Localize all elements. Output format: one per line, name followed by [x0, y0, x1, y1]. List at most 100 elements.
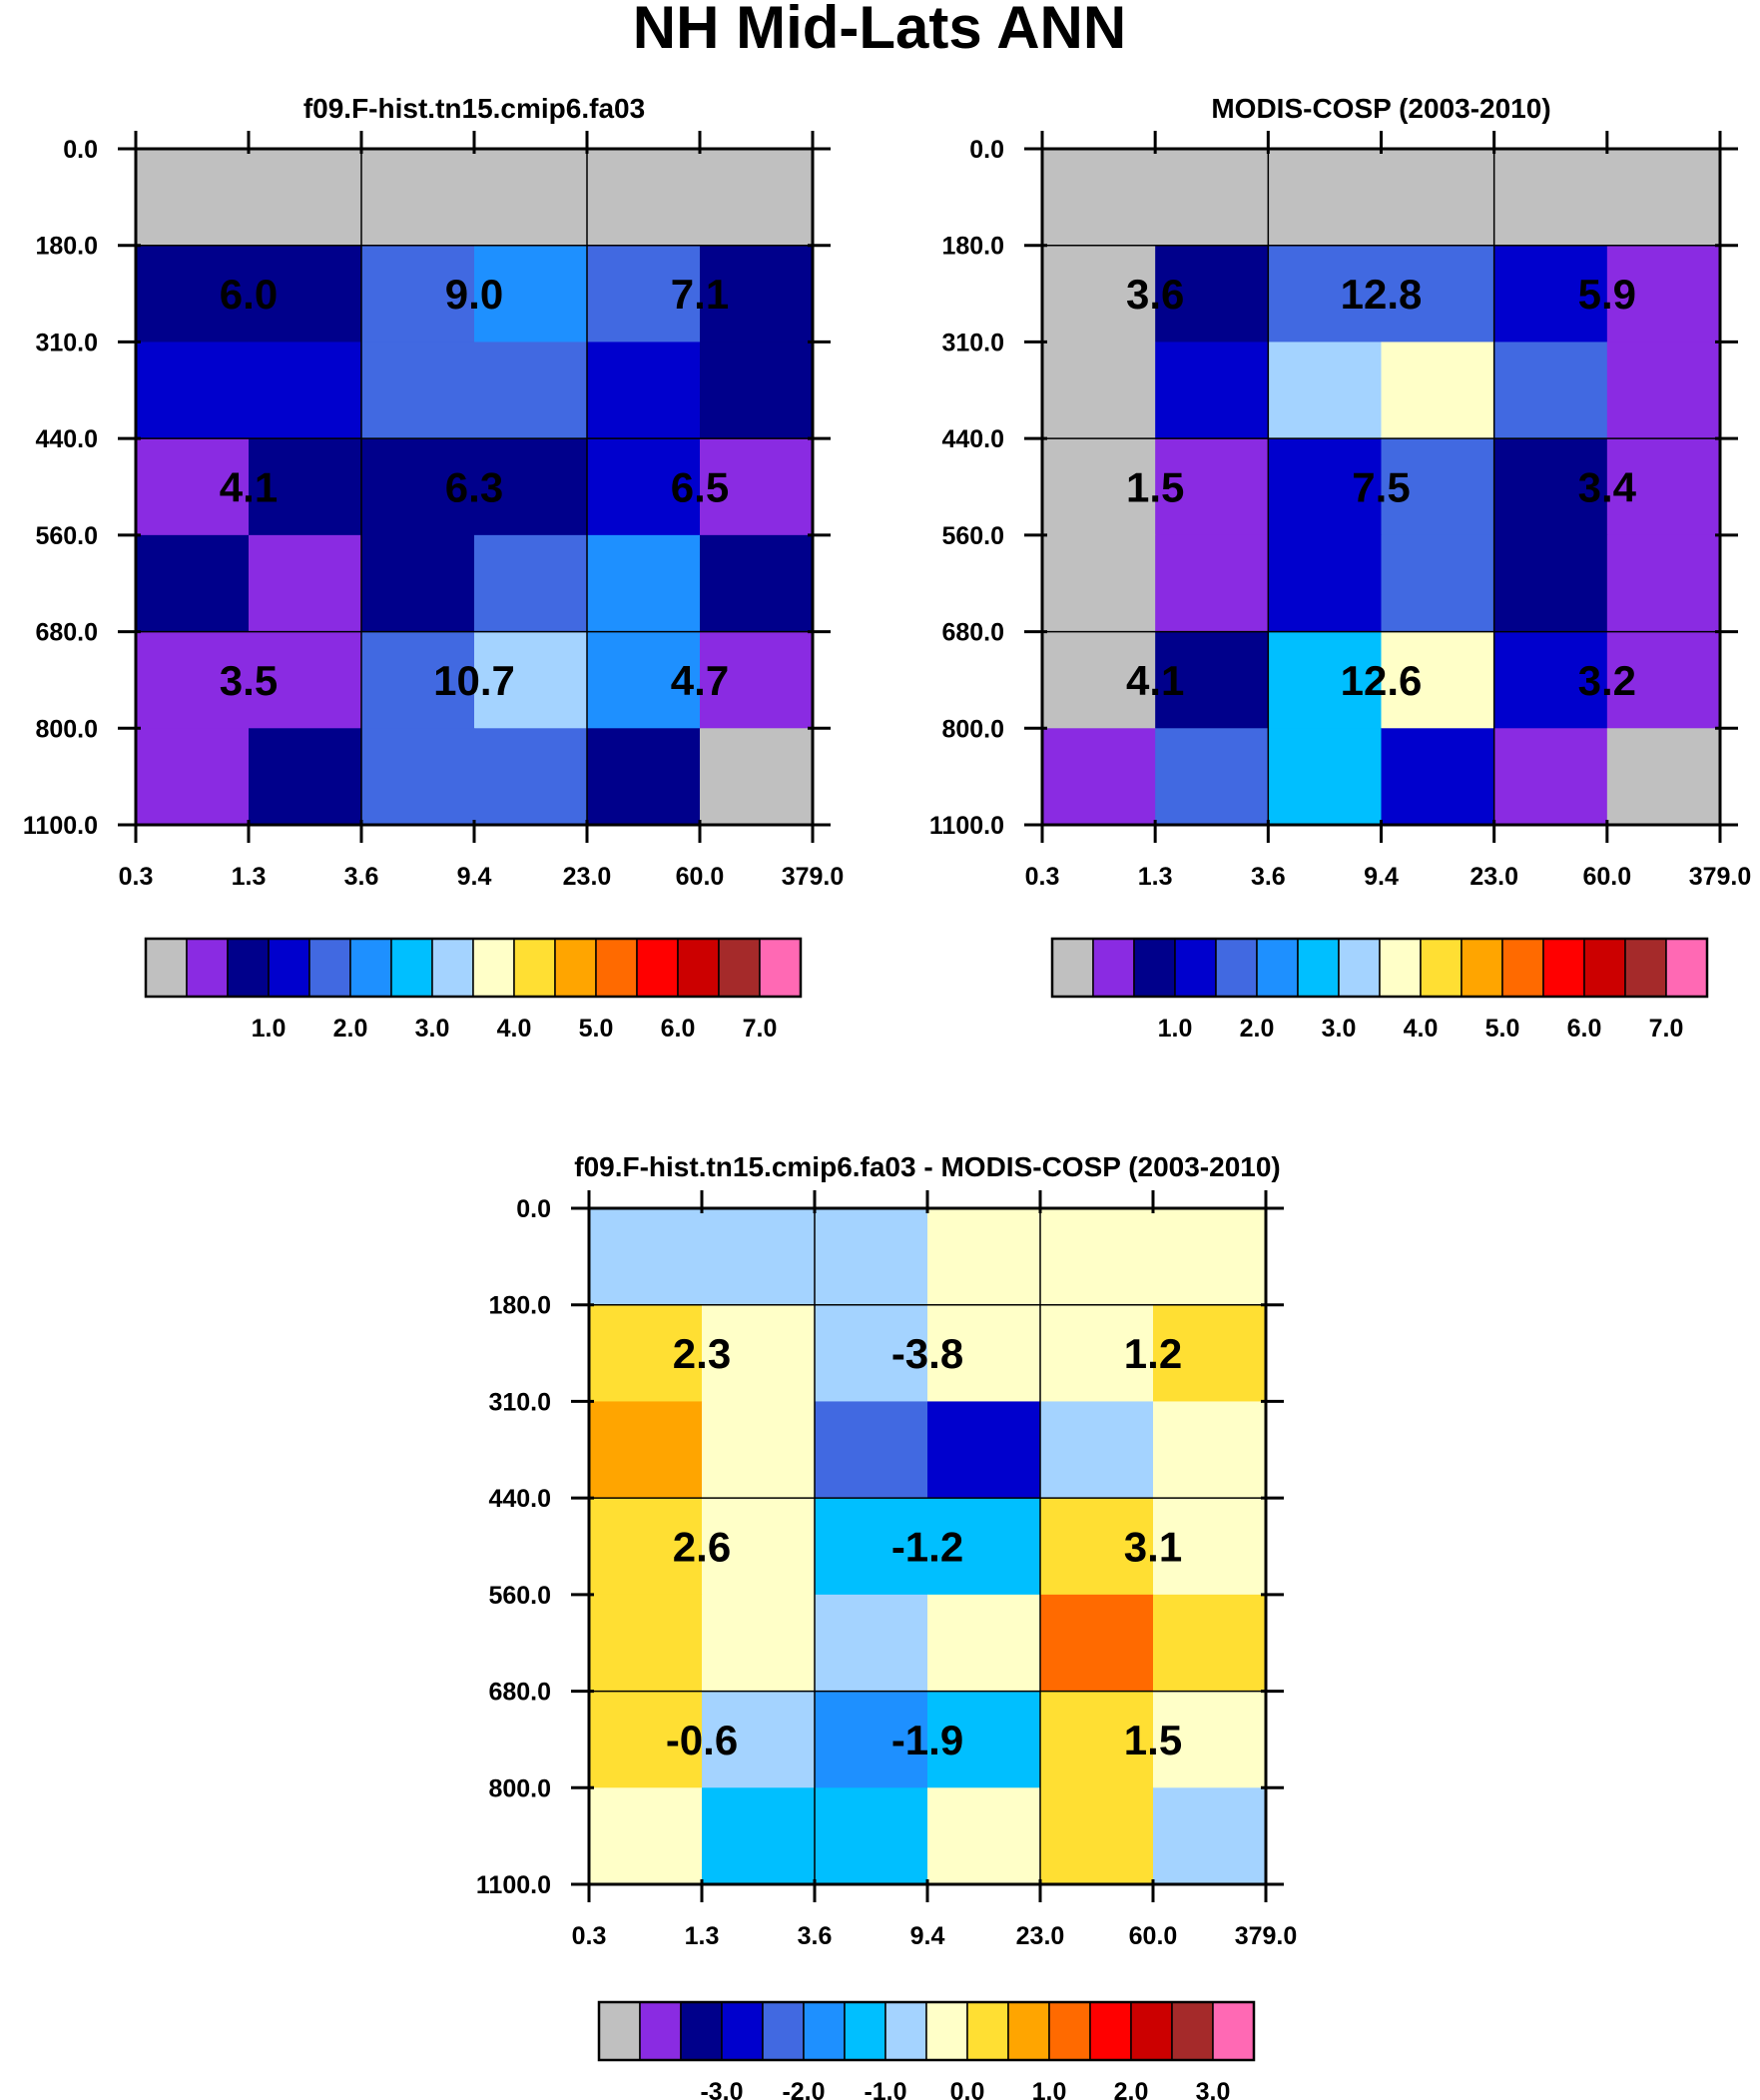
x-tick-label: 9.4	[457, 863, 492, 891]
heatmap-cell	[1042, 534, 1156, 633]
colorbar-label: 5.0	[1485, 1015, 1520, 1043]
heatmap-cell	[587, 245, 701, 344]
heatmap-panel: MODIS-COSP (2003-2010) 0.0 180.0 310.0 440.0…	[929, 93, 1751, 1043]
heatmap-cell	[702, 1401, 816, 1499]
box-value-label: 1.2	[1124, 1330, 1182, 1377]
heatmap-cell	[927, 1787, 1041, 1885]
heatmap-cell	[361, 534, 475, 633]
heatmap-cell	[249, 438, 362, 536]
heatmap-cell	[1268, 438, 1383, 536]
y-tick-label: 1100.0	[929, 812, 1004, 840]
colorbar-label: -1.0	[864, 2078, 906, 2100]
colorbar-label: 3.0	[1196, 2078, 1231, 2100]
heatmap-cell	[815, 1787, 928, 1885]
x-tick-label: 0.3	[572, 1922, 607, 1950]
heatmap-cell	[1040, 1594, 1154, 1693]
colorbar-swatch	[844, 2001, 886, 2061]
y-tick-label: 560.0	[35, 522, 98, 550]
heatmap-cell	[249, 728, 362, 826]
heatmap-cell	[361, 245, 475, 344]
panel-title: f09.F-hist.tn15.cmip6.fa03 - MODIS-COSP …	[574, 1151, 1281, 1182]
colorbar-swatch	[677, 938, 720, 998]
colorbar-swatch	[1297, 938, 1340, 998]
colorbar-label: 2.0	[1114, 2078, 1149, 2100]
heatmap-cell	[1153, 1594, 1267, 1693]
heatmap-cell	[587, 631, 701, 729]
heatmap-cell	[361, 728, 475, 826]
panel-title: MODIS-COSP (2003-2010)	[1211, 93, 1550, 124]
heatmap-cell	[589, 1208, 703, 1306]
box-value-label: 6.0	[220, 271, 278, 318]
colorbar-swatch	[1461, 938, 1503, 998]
x-tick-label: 3.6	[1251, 863, 1286, 891]
heatmap-cell	[1155, 245, 1269, 344]
colorbar-swatch	[227, 938, 270, 998]
heatmap-cell	[700, 438, 814, 536]
x-tick-label: 23.0	[1016, 1922, 1065, 1950]
heatmap-cell	[589, 1594, 703, 1693]
heatmap-cell	[136, 438, 250, 536]
heatmap-cell	[1042, 149, 1156, 247]
heatmap-cell	[1268, 534, 1383, 633]
heatmap-cell	[136, 149, 250, 247]
y-tick-label: 0.0	[63, 136, 98, 164]
colorbar-swatch	[595, 938, 638, 998]
colorbar-label: 7.0	[1649, 1015, 1684, 1043]
y-tick-label: 180.0	[941, 233, 1004, 261]
heatmap-cell	[1381, 631, 1495, 729]
heatmap-cell	[361, 342, 475, 439]
box-value-label: 7.5	[1352, 464, 1410, 511]
x-tick-label: 1.3	[232, 863, 267, 891]
colorbar-label: 2.0	[1240, 1015, 1275, 1043]
heatmap-cell	[474, 245, 588, 344]
box-value-label: 5.9	[1578, 271, 1636, 318]
box-value-label: 12.6	[1341, 657, 1423, 704]
colorbar-swatch	[1092, 938, 1135, 998]
heatmap-cell	[927, 1208, 1041, 1306]
heatmap-cell	[136, 728, 250, 826]
heatmap-cell	[474, 631, 588, 729]
heatmap-cell	[587, 728, 701, 826]
heatmap-cell	[1268, 342, 1383, 439]
heatmap-cell	[1493, 245, 1608, 344]
colorbar-swatch	[1501, 938, 1544, 998]
y-tick-label: 440.0	[488, 1485, 551, 1513]
heatmap-cell	[1040, 1401, 1154, 1499]
x-tick-label: 23.0	[1469, 863, 1518, 891]
colorbar-swatch	[1256, 938, 1299, 998]
y-tick-label: 440.0	[35, 425, 98, 453]
heatmap-cell	[927, 1498, 1041, 1596]
y-tick-label: 310.0	[941, 329, 1004, 356]
y-tick-label: 560.0	[941, 522, 1004, 550]
heatmap-cell	[589, 1691, 703, 1788]
heatmap-cell	[700, 149, 814, 247]
heatmap-cell	[136, 534, 250, 633]
colorbar-swatch	[1420, 938, 1463, 998]
colorbar-swatch	[513, 938, 556, 998]
colorbar-swatch	[803, 2001, 846, 2061]
heatmap-cell	[249, 631, 362, 729]
heatmap-cell	[1493, 342, 1608, 439]
colorbar-swatch	[1583, 938, 1626, 998]
heatmap-cell	[1493, 631, 1608, 729]
y-tick-label: 1100.0	[476, 1871, 551, 1899]
heatmap-cell	[1381, 438, 1495, 536]
heatmap-cell	[474, 728, 588, 826]
heatmap-cell	[1153, 1787, 1267, 1885]
colorbar-frame	[1050, 937, 1709, 999]
heatmap-cell	[1040, 1208, 1154, 1306]
colorbar-label: 1.0	[1158, 1015, 1193, 1043]
heatmap-cell	[1606, 149, 1721, 247]
colorbar-swatch	[390, 938, 433, 998]
box-value-label: -1.2	[891, 1524, 963, 1571]
heatmap-panel: f09.F-hist.tn15.cmip6.fa03 - MODIS-COSP …	[476, 1151, 1297, 2100]
colorbar: -3.0 -2.0 -1.0 0.0 1.0 2.0 3.0	[597, 2000, 1256, 2100]
colorbar-swatch	[966, 2001, 1009, 2061]
heatmap-cell	[1153, 1304, 1267, 1403]
heatmap-cell	[1042, 245, 1156, 344]
colorbar-label: 6.0	[1567, 1015, 1602, 1043]
heatmap-cell	[927, 1691, 1041, 1788]
heatmap-cell	[1381, 728, 1495, 826]
box-value-label: 3.5	[220, 657, 278, 704]
heatmap-cell	[474, 149, 588, 247]
